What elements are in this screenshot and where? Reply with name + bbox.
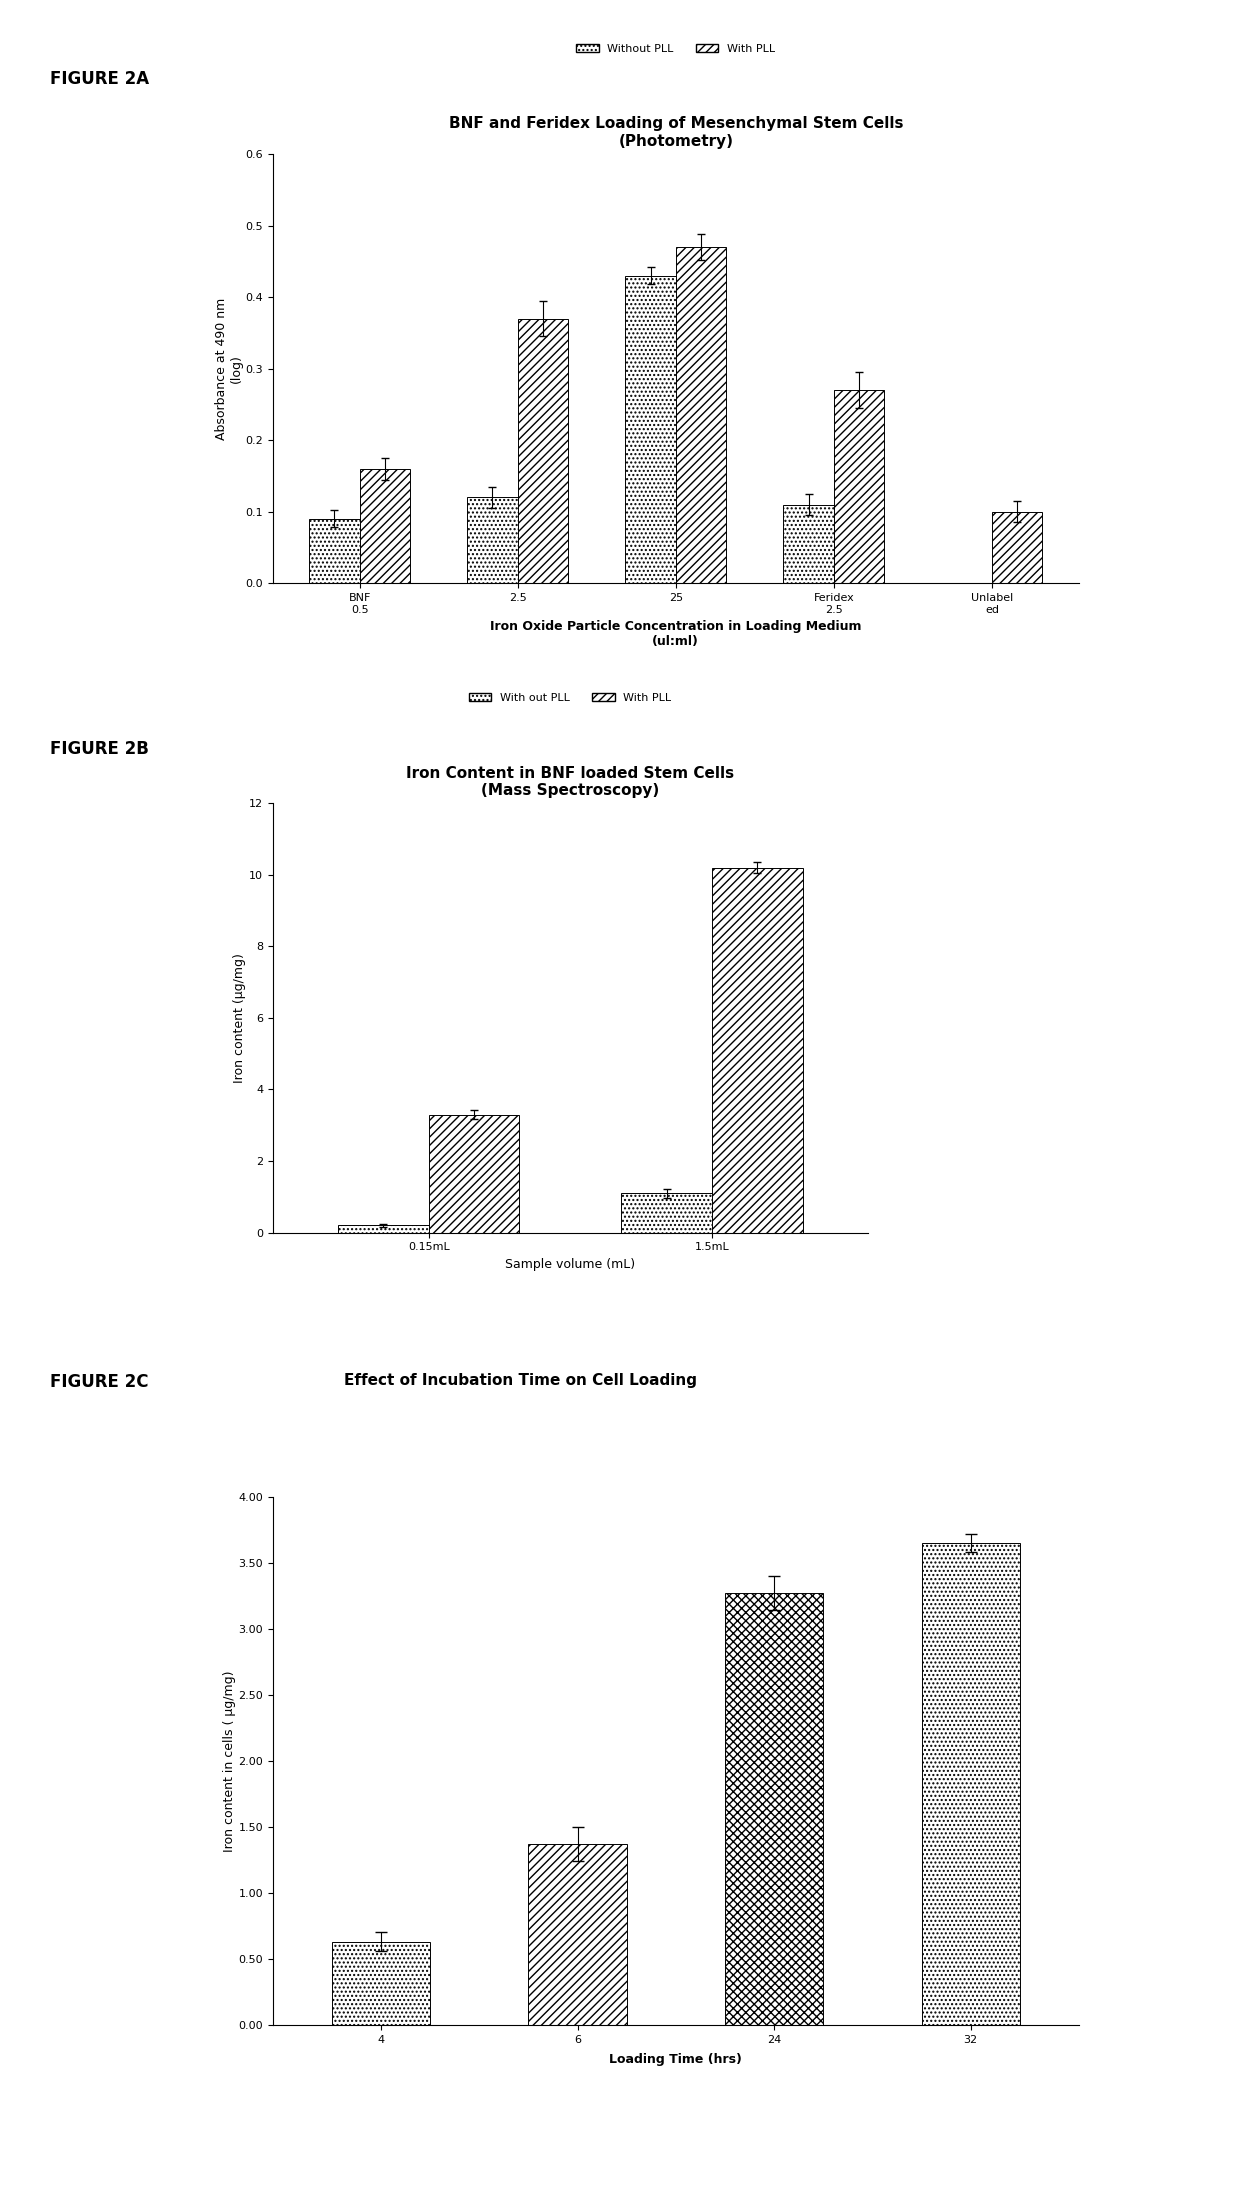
Bar [518,319,568,583]
Bar [712,867,802,1233]
X-axis label: Loading Time (hrs): Loading Time (hrs) [609,2054,743,2067]
Bar [625,275,676,583]
Bar [992,513,1043,583]
Bar [429,1114,520,1233]
Bar [725,1594,823,2025]
Title: Iron Content in BNF loaded Stem Cells
(Mass Spectroscopy): Iron Content in BNF loaded Stem Cells (M… [407,766,734,799]
Bar [339,1226,429,1233]
Text: FIGURE 2A: FIGURE 2A [50,70,149,88]
Legend: With out PLL, With PLL: With out PLL, With PLL [465,689,676,709]
Bar [309,519,360,583]
Bar [621,1193,712,1233]
Bar [833,390,884,583]
Bar [332,1941,430,2025]
Legend: Without PLL, With PLL: Without PLL, With PLL [572,40,780,59]
X-axis label: Sample volume (mL): Sample volume (mL) [506,1257,635,1270]
Text: FIGURE 2B: FIGURE 2B [50,740,149,757]
X-axis label: Iron Oxide Particle Concentration in Loading Medium
(ul:ml): Iron Oxide Particle Concentration in Loa… [490,621,862,647]
Y-axis label: Iron content (μg/mg): Iron content (μg/mg) [233,953,247,1083]
Bar [360,469,410,583]
Bar [921,1543,1019,2025]
Y-axis label: Iron content in cells ( μg/mg): Iron content in cells ( μg/mg) [222,1671,236,1851]
Text: FIGURE 2C: FIGURE 2C [50,1373,148,1391]
Bar [528,1844,626,2025]
Bar [784,504,833,583]
Bar [676,247,727,583]
Bar [467,497,518,583]
Title: BNF and Feridex Loading of Mesenchymal Stem Cells
(Photometry): BNF and Feridex Loading of Mesenchymal S… [449,117,903,150]
Y-axis label: Absorbance at 490 nm
(log): Absorbance at 490 nm (log) [215,297,243,440]
Text: Effect of Incubation Time on Cell Loading: Effect of Incubation Time on Cell Loadin… [345,1373,697,1389]
